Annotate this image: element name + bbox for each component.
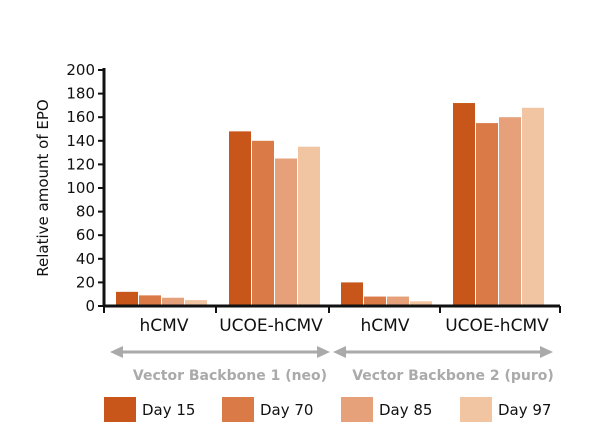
bar-day-85-hcmv-0 xyxy=(162,297,184,306)
bar-day-15-ucoe-hcmv-1 xyxy=(229,131,251,306)
legend-label-1: Day 70 xyxy=(260,401,313,419)
bar-day-85-hcmv-2 xyxy=(387,296,409,306)
bar-day-15-hcmv-0 xyxy=(116,291,138,306)
y-tick-label-60: 60 xyxy=(76,226,95,244)
bar-day-70-ucoe-hcmv-3 xyxy=(476,123,498,306)
bar-day-15-hcmv-2 xyxy=(341,282,363,306)
category-label-0: hCMV xyxy=(140,316,189,336)
category-label-2: hCMV xyxy=(361,316,410,336)
legend-swatch-1 xyxy=(222,397,254,422)
y-tick-label-200: 200 xyxy=(66,61,95,79)
y-tick-label-100: 100 xyxy=(66,179,95,197)
group-arrow-right-head-0 xyxy=(317,346,330,358)
group-label-0: Vector Backbone 1 (neo) xyxy=(133,368,327,384)
y-tick-label-20: 20 xyxy=(76,273,95,291)
bar-day-70-hcmv-0 xyxy=(139,295,161,306)
legend: Day 15 Day 70 Day 85 Day 97 xyxy=(104,397,551,422)
y-tick-label-80: 80 xyxy=(76,203,95,221)
group-label-1: Vector Backbone 2 (puro) xyxy=(352,368,554,384)
group-arrow-left-head-1 xyxy=(333,346,346,358)
bar-day-15-ucoe-hcmv-3 xyxy=(453,103,475,306)
y-tick-label-140: 140 xyxy=(66,132,95,150)
bar-day-97-hcmv-2 xyxy=(410,301,432,306)
group-arrow-right-head-1 xyxy=(540,346,553,358)
y-ticks-layer: 0 20 40 60 80 100 120 140 160 180 200 xyxy=(66,61,104,315)
bar-day-97-hcmv-0 xyxy=(185,300,207,306)
legend-label-2: Day 85 xyxy=(379,401,432,419)
bars-layer xyxy=(116,103,544,306)
bar-day-85-ucoe-hcmv-3 xyxy=(499,117,521,306)
y-tick-label-0: 0 xyxy=(85,297,95,315)
y-axis-label: Relative amount of EPO xyxy=(34,99,52,276)
group-arrow-left-head-0 xyxy=(110,346,123,358)
category-label-1: UCOE-hCMV xyxy=(219,316,323,336)
y-tick-label-120: 120 xyxy=(66,155,95,173)
legend-label-0: Day 15 xyxy=(142,401,195,419)
bar-day-70-hcmv-2 xyxy=(364,296,386,306)
category-labels-layer: hCMV UCOE-hCMV hCMV UCOE-hCMV xyxy=(140,316,550,336)
group-arrows-layer: Vector Backbone 1 (neo) Vector Backbone 2… xyxy=(110,346,554,384)
y-tick-label-160: 160 xyxy=(66,108,95,126)
legend-swatch-0 xyxy=(104,397,136,422)
y-tick-label-180: 180 xyxy=(66,85,95,103)
legend-swatch-3 xyxy=(460,397,492,422)
category-label-3: UCOE-hCMV xyxy=(445,316,549,336)
bar-day-85-ucoe-hcmv-1 xyxy=(275,158,297,306)
legend-label-3: Day 97 xyxy=(498,401,551,419)
bar-day-97-ucoe-hcmv-1 xyxy=(298,146,320,306)
legend-swatch-2 xyxy=(341,397,373,422)
y-tick-label-40: 40 xyxy=(76,250,95,268)
bar-day-70-ucoe-hcmv-1 xyxy=(252,140,274,306)
bar-day-97-ucoe-hcmv-3 xyxy=(522,107,544,306)
